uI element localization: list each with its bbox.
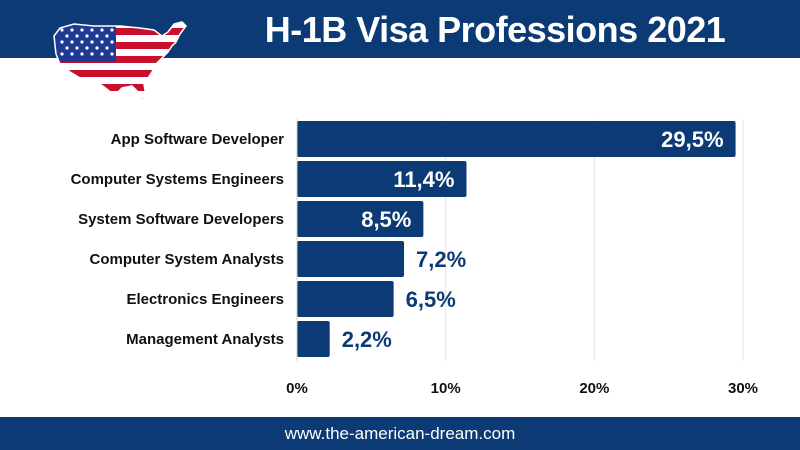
bar-chart: App Software Developer 29,5% Computer Syst… — [71, 119, 758, 397]
value-label: 29,5% — [661, 127, 723, 152]
x-tick-label: 30% — [728, 380, 758, 397]
value-label: 2,2% — [342, 327, 392, 352]
category-label: Computer Systems Engineers — [71, 171, 284, 188]
category-label: System Software Developers — [78, 211, 284, 228]
value-label: 8,5% — [361, 207, 411, 232]
category-label: Computer System Analysts — [89, 251, 284, 268]
bar — [297, 321, 330, 357]
page-title: H-1B Visa Professions 2021 — [264, 9, 726, 50]
bar — [297, 241, 405, 277]
footer-url[interactable]: www.the-american-dream.com — [284, 424, 516, 443]
x-tick-label: 0% — [286, 380, 308, 397]
bar — [297, 121, 736, 157]
usa-flag-map-icon — [53, 21, 187, 102]
value-label: 7,2% — [416, 247, 466, 272]
x-tick-label: 10% — [431, 380, 461, 397]
bar — [297, 201, 424, 237]
category-label: Electronics Engineers — [126, 291, 284, 308]
category-label: App Software Developer — [111, 131, 285, 148]
x-tick-label: 20% — [579, 380, 609, 397]
bar — [297, 281, 394, 317]
value-label: 11,4% — [393, 167, 454, 192]
footer-bar: www.the-american-dream.com — [0, 417, 800, 450]
bar — [297, 161, 467, 197]
value-label: 6,5% — [406, 287, 456, 312]
category-label: Management Analysts — [126, 331, 284, 348]
